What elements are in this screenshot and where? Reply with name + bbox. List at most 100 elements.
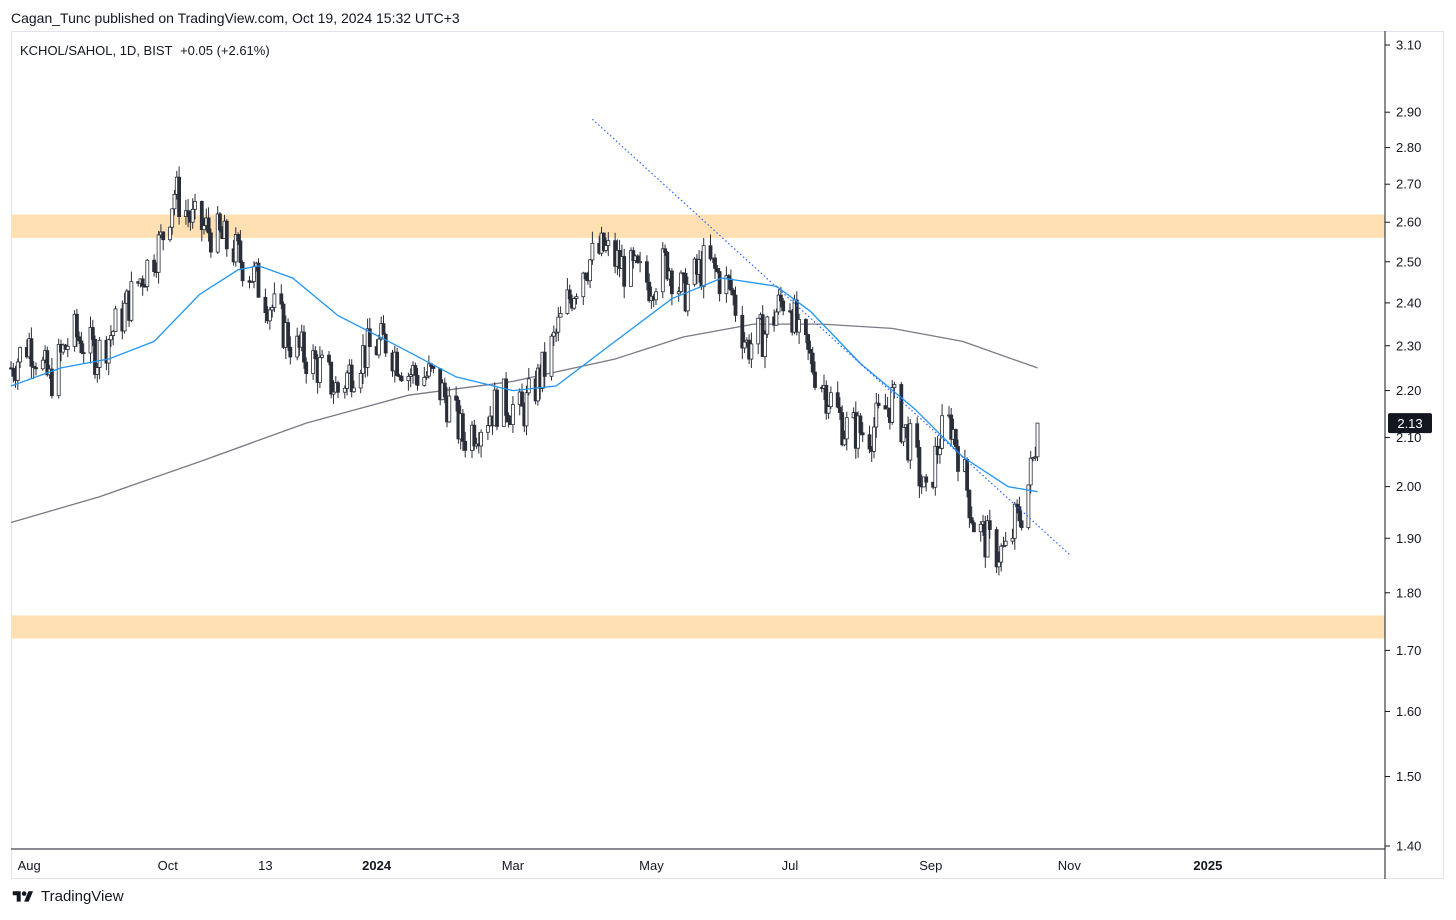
candle [256,258,261,298]
candle [717,267,722,302]
candle-body [431,366,436,369]
candle-body [876,402,881,406]
price-tick-label: 2.60 [1396,215,1421,230]
candle [288,336,293,365]
candle-body [1019,520,1024,528]
candle [447,386,452,423]
candle-body [238,240,243,263]
candle [399,372,404,382]
last-price-text: 2.13 [1397,416,1422,431]
candle-body [122,302,127,332]
candle [606,232,611,257]
candle-body [574,296,579,299]
candle [526,368,531,396]
candle [90,319,95,347]
price-tick-label: 3.10 [1396,38,1421,53]
candle-body [554,331,558,334]
candle [311,344,316,380]
candle [317,346,322,388]
candle [713,253,717,279]
candle [978,521,983,542]
candle-body [892,384,897,388]
tradingview-brand[interactable]: TradingView [11,888,124,905]
candle-body [34,367,38,370]
candle [733,286,738,322]
candle [454,386,459,412]
candle-body [422,376,427,386]
candle [949,408,954,446]
candle [701,238,706,299]
candle [542,342,547,389]
candle [899,381,904,444]
time-axis[interactable]: Aug Oct 13 2024 Mar May Jul Sep Nov 2025 [18,858,1223,873]
candle-body [917,446,922,487]
candle-body [65,345,70,350]
candle [967,489,972,528]
candle-body [454,395,459,401]
candle [18,346,23,368]
candle [588,259,592,289]
candle [567,284,572,304]
price-axis[interactable]: 3.10 2.90 2.80 2.70 2.60 2.50 2.40 2.30 2.20 2.10… [1385,38,1421,854]
candle [756,317,761,354]
price-tick-label: 2.20 [1396,383,1421,398]
candle-body [406,375,411,382]
candle-body [890,387,895,423]
candle-body [376,338,381,356]
candle [810,346,815,375]
candle [286,318,291,352]
candle-body [622,256,627,287]
candle [731,287,736,306]
candle-body [756,317,761,345]
candle-body [168,226,172,241]
candle-body [233,233,238,263]
candle-body [129,281,134,321]
candle [572,296,577,310]
candle-body [742,341,747,349]
candle [233,227,238,267]
price-tick-label: 2.00 [1396,479,1421,494]
candle [50,358,54,399]
candle [638,251,642,273]
candle-body [583,272,588,280]
candle-body [740,314,745,349]
candle-body [11,367,16,377]
candle-body [874,402,879,428]
candle-body [774,311,779,326]
candle-body [442,382,447,398]
candle [327,351,331,366]
candle-body [329,361,334,395]
candle-body [899,384,904,443]
candle [383,332,388,357]
symbol-legend[interactable]: KCHOL/SAHOL, 1D, BIST +0.05 (+2.61%) [20,43,274,58]
candle [956,439,960,482]
candle [193,193,197,220]
candle [1001,536,1006,548]
candle-body [202,225,206,231]
candle-body [320,354,325,358]
candle [504,372,509,423]
candle [829,386,833,409]
candle [601,232,606,252]
candle [742,332,747,354]
candle [395,348,400,377]
candle [724,266,729,303]
price-tick-label: 2.50 [1396,254,1421,269]
candle-body [252,266,256,283]
price-tick-label: 2.70 [1396,177,1421,192]
candle-body [933,445,938,488]
candle [1031,456,1035,462]
candle [463,431,468,458]
candle-body [336,382,340,393]
candle-body [781,300,786,312]
candle [168,226,172,242]
candle [152,254,157,277]
candle [520,383,524,407]
candle-body [288,346,293,358]
candle-body [638,261,642,264]
candle-body [351,387,356,393]
candle [93,335,97,379]
candle [272,282,277,313]
candle [933,437,938,496]
